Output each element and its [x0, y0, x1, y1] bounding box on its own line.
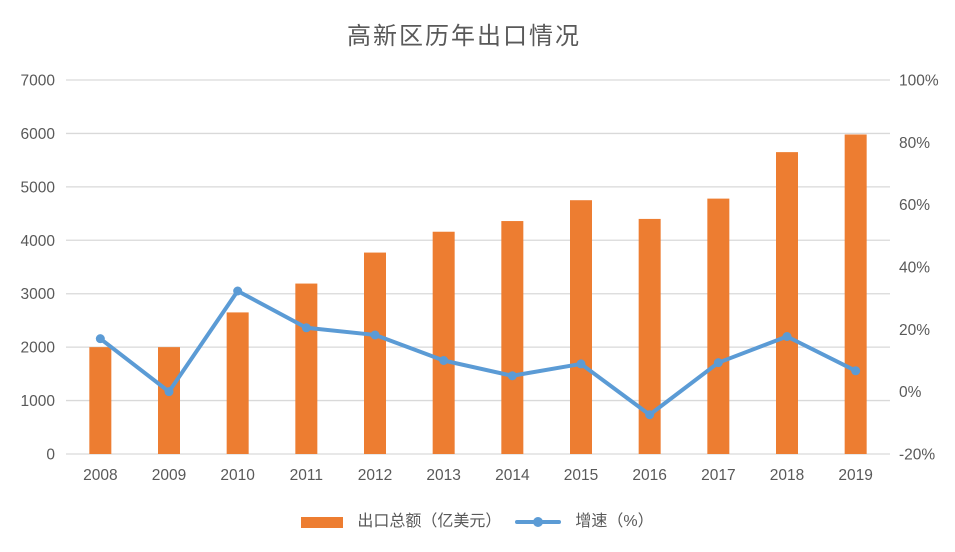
line-point-2013 — [439, 356, 449, 365]
left-axis-tick-label: 1000 — [21, 393, 56, 410]
right-axis-tick-label: 0% — [899, 384, 922, 401]
x-axis-label: 2009 — [152, 467, 186, 484]
line-point-2008 — [95, 334, 105, 344]
x-axis-label: 2014 — [495, 467, 530, 484]
x-axis-label: 2019 — [838, 467, 872, 484]
left-axis-tick-label: 2000 — [21, 340, 56, 357]
x-axis-label: 2013 — [426, 467, 460, 484]
line-point-2014 — [507, 371, 517, 381]
x-axis-label: 2016 — [632, 467, 666, 484]
line-point-2018 — [782, 332, 792, 342]
line-point-2012 — [370, 330, 380, 340]
x-axis-label: 2011 — [290, 467, 323, 484]
line-point-2009 — [164, 387, 174, 397]
line-series-swatch — [515, 516, 562, 528]
line-swatch-marker-dot — [533, 517, 544, 527]
right-axis-tick-label: 20% — [899, 322, 930, 339]
bar-2015 — [570, 200, 592, 454]
right-axis-tick-label: 80% — [899, 135, 930, 152]
left-axis-tick-label: 6000 — [21, 126, 56, 143]
right-axis-tick-label: 60% — [899, 197, 930, 214]
line-point-2016 — [645, 410, 655, 420]
x-axis-label: 2010 — [220, 467, 255, 484]
bar-2008 — [89, 347, 112, 454]
chart-title: 高新区历年出口情况 — [347, 23, 581, 50]
bar-2017 — [707, 198, 730, 454]
x-axis-label: 2017 — [701, 467, 735, 484]
line-point-2019 — [851, 366, 861, 376]
x-axis-label: 2008 — [83, 467, 117, 484]
right-axis-tick-label: 40% — [899, 260, 930, 277]
bar-2009 — [158, 347, 180, 454]
bar-2012 — [364, 252, 386, 454]
line-point-2015 — [576, 359, 586, 369]
bar-2016 — [638, 218, 661, 454]
left-axis-tick-label: 5000 — [21, 179, 56, 196]
growth-line — [98, 288, 858, 417]
bar-2019 — [844, 134, 867, 455]
bar-2018 — [776, 152, 798, 454]
line-series-legend-label: 增速（%） — [575, 513, 654, 530]
bar-series-legend-label: 出口总额（亿美元） — [357, 513, 502, 530]
line-point-2011 — [301, 323, 311, 333]
chart-legend: 出口总额（亿美元） 增速（%） — [0, 511, 955, 533]
x-axis-label: 2012 — [358, 467, 392, 484]
x-axis-label: 2018 — [770, 467, 804, 484]
bar-2013 — [432, 231, 455, 454]
line-point-2010 — [233, 286, 243, 296]
right-axis-tick-label: -20% — [899, 447, 935, 464]
bar-2011 — [295, 283, 318, 454]
bar-2010 — [226, 312, 249, 454]
right-axis-tick-label: 100% — [899, 73, 939, 90]
left-axis-tick-label: 3000 — [21, 286, 56, 303]
line-point-2017 — [713, 358, 723, 368]
left-axis-tick-label: 4000 — [21, 233, 56, 250]
left-axis-tick-label: 7000 — [21, 73, 56, 90]
bar-2014 — [501, 221, 524, 454]
left-axis-tick-label: 0 — [46, 447, 55, 464]
bar-series-swatch — [301, 516, 344, 528]
x-axis-label: 2015 — [564, 467, 598, 484]
